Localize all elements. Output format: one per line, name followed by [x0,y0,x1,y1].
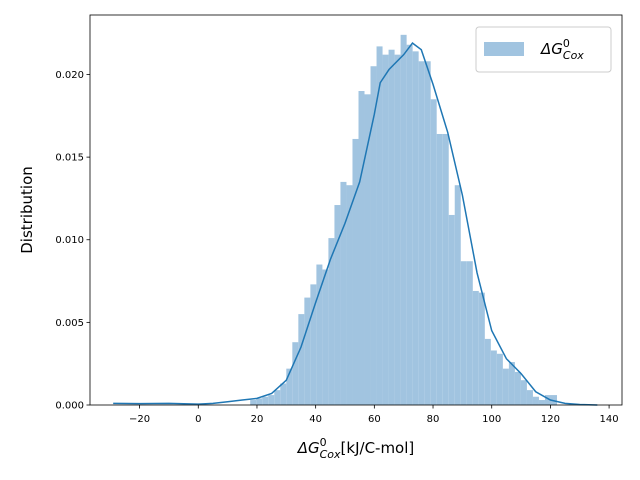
bar [412,51,419,406]
bar [256,398,263,405]
bar [262,396,269,405]
legend-label-sup: 0 [563,37,570,50]
legend-box [475,26,612,73]
x-tick-label: 20 [251,414,264,425]
x-tick-label: −20 [129,414,150,425]
legend-label-sub: Cox [563,49,584,62]
bar [532,396,539,405]
bar [436,133,443,406]
bar [496,353,503,405]
x-tick-label: 140 [600,414,619,425]
bar [316,264,323,405]
bar [442,133,449,406]
bar [280,383,287,405]
bar [424,61,431,406]
legend-swatch [484,42,524,56]
bar [382,54,389,406]
bar [352,138,359,405]
x-tick-label: 60 [368,414,381,425]
bar [490,350,497,405]
x-axis-label-sup: 0 [320,436,327,449]
x-axis-label-base: ΔG [297,439,320,457]
bar [544,395,551,405]
bar [526,390,533,405]
bar [508,362,515,405]
bar [334,205,341,405]
bar [322,269,329,405]
plot-frame [89,14,623,406]
bar [430,99,437,405]
bar [346,185,353,405]
y-tick-label: 0.010 [55,235,84,246]
bar [514,371,521,405]
x-axis-label: ΔG0 Cox[kJ/C-mol] [297,436,415,461]
bar [520,380,527,405]
kde-line [113,42,598,406]
x-tick-label: 40 [309,414,322,425]
bar [460,261,467,405]
bar [310,284,317,405]
x-tick-label: 100 [482,414,501,425]
x-tick-label: 0 [195,414,201,425]
bar [406,44,413,406]
bar [454,185,461,405]
bar [484,338,491,405]
bar [340,181,347,405]
y-tick-label: 0.005 [55,318,84,329]
bar [502,368,509,405]
y-tick-label: 0.000 [55,401,84,412]
bar [250,400,257,405]
bar [418,61,425,406]
bar [286,368,293,405]
bar [370,66,377,405]
bar [274,390,281,405]
legend-label-base: ΔG [540,40,563,58]
y-tick-label: 0.015 [55,153,84,164]
bar [364,94,371,406]
y-tick-label: 0.020 [55,70,84,81]
bar [292,342,299,405]
bar [448,214,455,405]
bar [376,46,383,405]
y-axis-label: Distribution [18,166,36,254]
bar [466,261,473,405]
x-tick-label: 80 [427,414,440,425]
bar [358,91,365,405]
legend-label: ΔG0 Cox [540,37,584,62]
bar [550,395,558,405]
bar [472,290,479,405]
bar [388,49,395,405]
bar [538,400,545,405]
x-axis-label-sub: Cox [320,448,341,461]
x-axis-label-rest: [kJ/C-mol] [341,439,415,457]
bar [478,292,485,405]
bar [268,395,275,405]
bar [394,54,401,406]
x-tick-label: 120 [541,414,560,425]
bar [400,34,407,406]
bar [328,238,335,405]
bar [304,297,311,405]
bar [298,314,305,405]
